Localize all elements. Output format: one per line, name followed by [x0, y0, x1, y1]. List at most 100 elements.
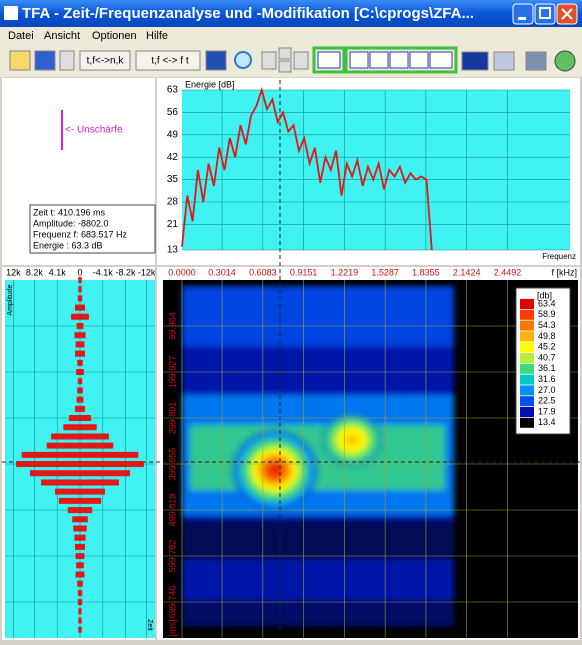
y-axis-label: Amplitude	[7, 284, 14, 315]
tool-button[interactable]	[59, 50, 75, 71]
minimize-icon	[518, 17, 526, 20]
y-tick-label: 56	[167, 107, 179, 118]
tool-button[interactable]	[317, 51, 341, 69]
y-axis-label: Energie [dB]	[185, 79, 235, 89]
info-line: Energie : 63.3 dB	[33, 240, 103, 250]
info-box	[29, 204, 156, 254]
menu-item[interactable]: Datei	[8, 30, 34, 42]
tool-group	[312, 46, 346, 74]
info-line: Frequenz f: 683.517 Hz	[33, 229, 128, 239]
colorbar-swatch	[520, 320, 534, 331]
colorbar-swatch	[520, 417, 534, 428]
zoom-plus[interactable]	[293, 51, 309, 70]
tool-button[interactable]	[389, 51, 409, 69]
menu-item[interactable]: Ansicht	[44, 30, 80, 42]
heat-band	[182, 286, 454, 346]
info-line: Zeit t: 410.196 ms	[33, 207, 106, 217]
y-tick-label: 499.819	[167, 494, 177, 527]
x-tick-label: 1.8355	[412, 267, 440, 277]
colorbar-label: 27.0	[538, 385, 556, 395]
tool-button[interactable]	[429, 51, 453, 69]
help-button[interactable]	[34, 50, 56, 71]
app-icon	[4, 6, 18, 20]
y-tick-label: 299.891	[167, 402, 177, 435]
menu-item[interactable]: Hilfe	[146, 30, 168, 42]
colorbar-label: 40.7	[538, 352, 556, 362]
y-tick-label: 21	[167, 219, 179, 230]
x-tick-label: 2.4492	[494, 267, 522, 277]
x-tick-label: 1.5287	[371, 267, 399, 277]
colorbar-label: 22.5	[538, 396, 556, 406]
tool-button[interactable]	[205, 50, 227, 71]
colorbar-swatch	[520, 299, 534, 309]
tool-button[interactable]	[461, 51, 489, 71]
zoom-plus[interactable]	[278, 47, 292, 60]
colorbar-title: [db]	[537, 290, 552, 300]
tool-button[interactable]	[409, 51, 429, 69]
y-tick-label: 49	[167, 129, 179, 140]
colorbar-label: 63.4	[538, 298, 556, 308]
tool-button[interactable]	[369, 51, 389, 69]
info-line: Amplitude: -8802.0	[33, 218, 109, 228]
x-tick-label: 2.1424	[453, 267, 481, 277]
menu-bar	[0, 27, 582, 44]
x-tick-label: 8.2k	[26, 267, 44, 277]
y-tick-label: 42	[167, 152, 179, 163]
x-tick-label: 0.6083	[249, 267, 277, 277]
colorbar-swatch	[520, 353, 534, 363]
colorbar-swatch	[520, 396, 534, 407]
tool-button[interactable]	[525, 51, 547, 71]
maximize-icon	[539, 7, 551, 19]
y-tick-label: 199.927	[167, 356, 177, 389]
zoom-minus[interactable]	[278, 60, 292, 73]
heat-gap	[182, 520, 454, 560]
open-button[interactable]	[9, 50, 31, 71]
y-tick-label: 399.855	[167, 448, 177, 481]
y-tick-label: 35	[167, 174, 179, 185]
x-tick-label: 0.0000	[168, 267, 196, 277]
colorbar-label: 31.6	[538, 374, 556, 384]
menu-item[interactable]: Optionen	[92, 30, 137, 42]
y-tick-label: 99.964	[167, 312, 177, 340]
heat-blob	[318, 410, 386, 470]
colorbar-label: 54.3	[538, 320, 556, 330]
x-tick-label: -12k	[138, 267, 156, 277]
colorbar-swatch	[520, 374, 534, 385]
tool-group	[344, 46, 458, 74]
zoom-minus[interactable]	[261, 51, 277, 70]
colorbar-label: 13.4	[538, 417, 556, 427]
button-label: t,f<->n,k	[87, 56, 125, 67]
colorbar-swatch	[520, 407, 534, 417]
title-bar	[0, 0, 582, 27]
y-tick-label: 28	[167, 197, 179, 208]
y-tick-label: 13	[167, 245, 179, 256]
y-tick-label: 63	[167, 85, 179, 96]
x-tick-label: 0.9151	[290, 267, 318, 277]
x-tick-label: 12k	[6, 267, 21, 277]
x-tick-label: 0	[77, 267, 82, 277]
minimize-button[interactable]	[512, 3, 534, 25]
x-tick-label: -4.1k	[93, 267, 114, 277]
tool-button[interactable]	[349, 51, 369, 69]
spectrum-line	[181, 86, 433, 251]
spectrogram-image	[182, 286, 454, 630]
blur-label: <- Unschärfe	[65, 125, 123, 136]
y-axis-label: [ms]	[167, 620, 177, 637]
y-tick-label: 599.782	[167, 540, 177, 573]
transform-button[interactable]	[79, 50, 131, 71]
window-title: TFA - Zeit-/Frequenzanalyse und -Modifik…	[22, 5, 474, 22]
close-icon	[561, 8, 573, 20]
colorbar-swatch	[520, 363, 534, 374]
zoom-button[interactable]	[234, 51, 252, 69]
x-axis-label: Frequenz	[542, 252, 576, 261]
colorbar-swatch	[520, 309, 534, 320]
colorbar-swatch	[520, 342, 534, 353]
x-tick-label: 0.3014	[208, 267, 236, 277]
x-axis-label: Zeit	[146, 619, 153, 631]
audio-button[interactable]	[493, 51, 515, 71]
x-tick-label: 4.1k	[49, 267, 67, 277]
transform-button[interactable]	[135, 50, 201, 71]
tool-button[interactable]	[554, 50, 576, 72]
